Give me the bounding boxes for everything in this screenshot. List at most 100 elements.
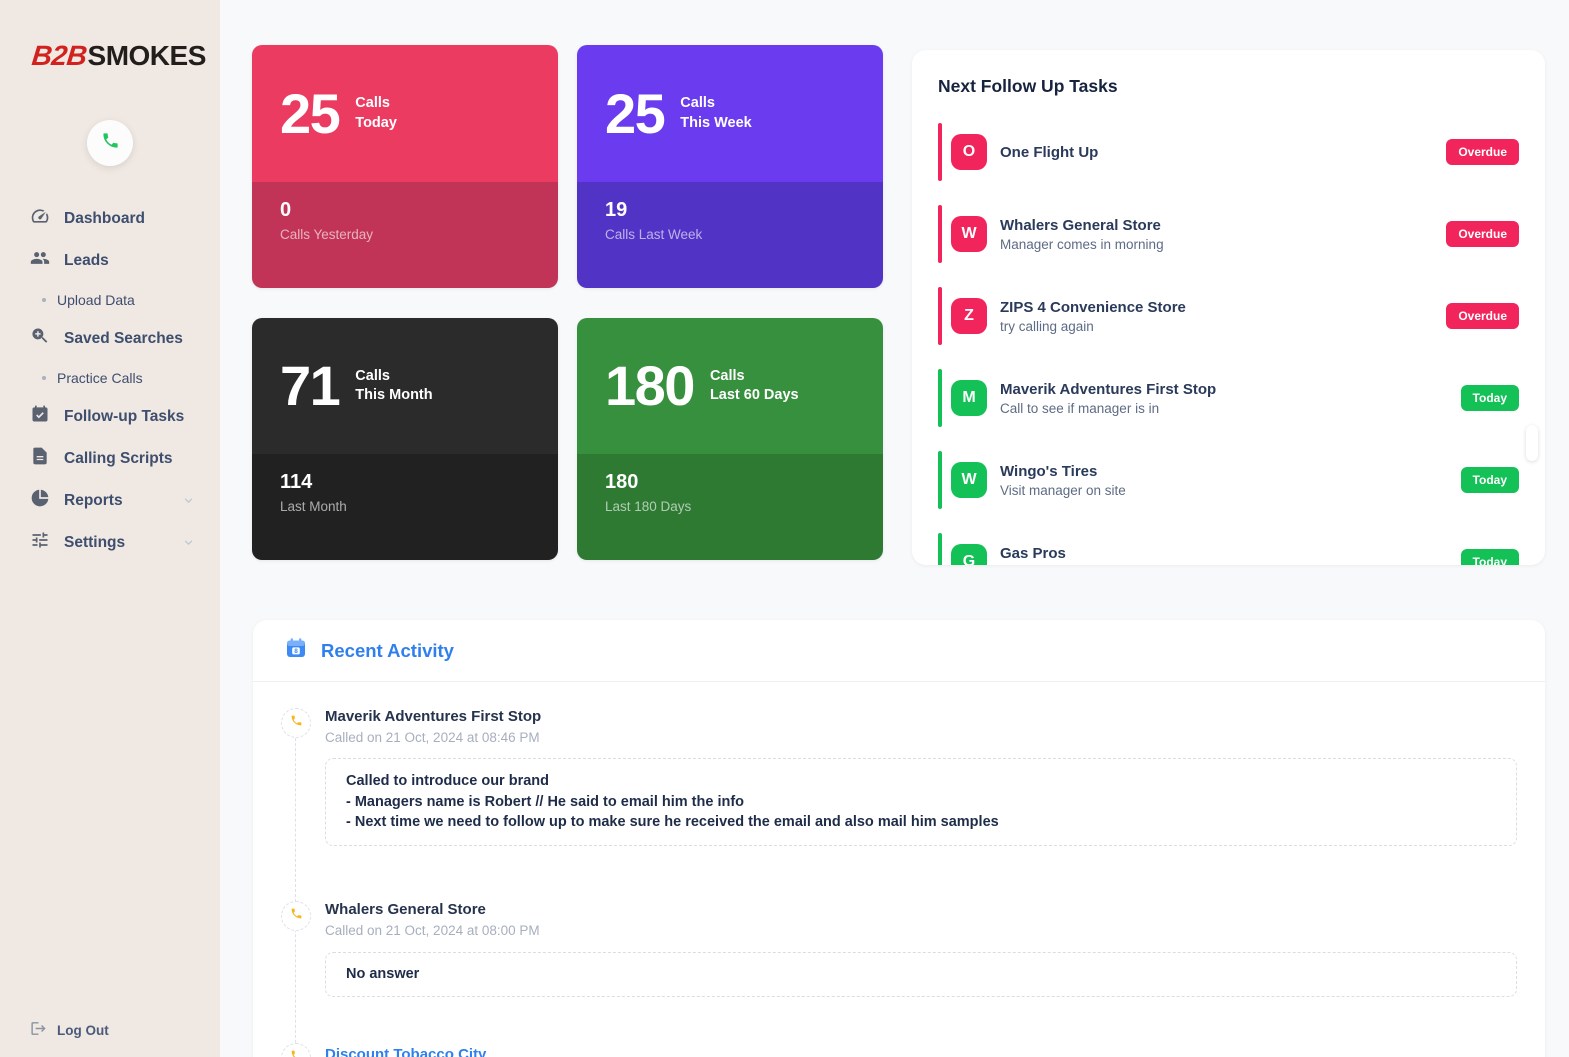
task-status-bar <box>938 533 942 565</box>
brand-logo-name: SMOKES <box>87 40 207 71</box>
stat-label-line1: Calls <box>680 95 715 111</box>
task-name: ZIPS 4 Convenience Store <box>1000 298 1186 316</box>
stat-label-line1: Calls <box>709 367 745 384</box>
chevron-down-icon[interactable] <box>181 535 196 550</box>
sidebar-item-calling-scripts[interactable]: Calling Scripts <box>0 444 220 473</box>
recent-activity-header: 8 Recent Activity <box>253 620 1545 682</box>
sidebar-item-label: Settings <box>64 533 126 551</box>
tasks-scrollbar-thumb[interactable] <box>1526 425 1538 461</box>
stat-card-bottom: 0 Calls Yesterday <box>252 182 558 288</box>
sidebar-item-reports[interactable]: Reports <box>0 486 220 515</box>
phone-icon <box>290 907 303 925</box>
activity-note-box: Called to introduce our brand - Managers… <box>325 758 1517 847</box>
activity-phone-badge <box>281 1043 311 1057</box>
task-name: Whalers General Store <box>1000 216 1161 234</box>
phone-icon <box>290 1049 303 1057</box>
calendar-check-icon <box>30 404 50 429</box>
calendar-icon: 8 <box>284 636 308 665</box>
sidebar-item-followup-tasks[interactable]: Follow-up Tasks <box>0 402 220 431</box>
stat-label-line1: Calls <box>355 367 390 384</box>
activity-entry-name[interactable]: Maverik Adventures First Stop <box>325 708 542 725</box>
sidebar-item-saved-searches[interactable]: Saved Searches <box>0 324 220 353</box>
stat-card-bottom: 114 Last Month <box>252 454 558 560</box>
task-status-bar <box>938 287 942 345</box>
stat-card-calls-this-week: 25 Calls This Week 19 Calls Last Week <box>577 45 883 288</box>
bullet-dot <box>42 375 46 380</box>
stat-label-line2: Today <box>355 114 397 131</box>
stat-card-top: 25 Calls This Week <box>577 45 883 182</box>
logout-label: Log Out <box>57 1022 109 1038</box>
status-badge: Today <box>1460 549 1519 565</box>
sidebar-item-settings[interactable]: Settings <box>0 528 220 557</box>
activity-entry-timestamp: Called on 21 Oct, 2024 at 08:46 PM <box>325 730 540 745</box>
brand-logo: B2BSMOKES <box>30 40 207 72</box>
task-name: Wingo's Tires <box>1000 462 1098 480</box>
task-info: Gas Pros See if delivery received <box>1000 545 1461 566</box>
sidebar-item-dashboard[interactable]: Dashboard <box>0 204 220 233</box>
task-row[interactable]: O One Flight Up Overdue <box>912 111 1545 193</box>
task-info: ZIPS 4 Convenience Store try calling aga… <box>1000 299 1446 334</box>
note-line: - Next time we need to follow up to make… <box>346 814 999 831</box>
stat-card-top: 180 Calls Last 60 Days <box>577 318 883 454</box>
task-name: Gas Pros <box>1000 544 1066 562</box>
chevron-down-icon[interactable] <box>181 493 196 508</box>
tasks-panel-title: Next Follow Up Tasks <box>938 76 1118 96</box>
status-badge: Today <box>1460 385 1519 411</box>
status-badge: Today <box>1460 467 1519 493</box>
task-name: One Flight Up <box>1000 143 1099 161</box>
task-name: Maverik Adventures First Stop <box>1000 380 1217 398</box>
avatar: W <box>951 462 987 498</box>
activity-phone-badge <box>281 708 311 738</box>
status-badge: Overdue <box>1446 139 1519 165</box>
stat-sub-value: 180 <box>605 471 639 493</box>
stat-card-bottom: 19 Calls Last Week <box>577 182 883 288</box>
sidebar-item-label: Saved Searches <box>64 329 183 347</box>
stat-sub-value: 0 <box>280 199 292 221</box>
logout-button[interactable]: Log Out <box>30 1020 109 1040</box>
phone-icon <box>290 714 303 732</box>
stat-card-calls-this-month: 71 Calls This Month 114 Last Month <box>252 318 558 560</box>
task-row[interactable]: W Whalers General Store Manager comes in… <box>912 193 1545 275</box>
task-note: Manager comes in morning <box>1000 236 1164 252</box>
task-note: Visit manager on site <box>1000 482 1126 498</box>
avatar: O <box>951 134 987 170</box>
sidebar-item-upload-data[interactable]: Upload Data <box>0 288 220 311</box>
task-row[interactable]: G Gas Pros See if delivery received Toda… <box>912 521 1545 565</box>
activity-entry-name[interactable]: Discount Tobacco City <box>325 1046 487 1057</box>
brand-logo-red: B2B <box>30 40 89 71</box>
task-row[interactable]: M Maverik Adventures First Stop Call to … <box>912 357 1545 439</box>
activity-entry-timestamp: Called on 21 Oct, 2024 at 08:00 PM <box>325 923 540 938</box>
task-status-bar <box>938 123 942 181</box>
dialer-button[interactable] <box>87 120 133 166</box>
search-icon <box>30 326 50 351</box>
avatar: W <box>951 216 987 252</box>
sidebar-item-practice-calls[interactable]: Practice Calls <box>0 366 220 389</box>
task-note: try calling again <box>1000 318 1094 334</box>
leads-icon <box>30 248 50 273</box>
stat-value: 71 <box>280 354 341 417</box>
task-row[interactable]: W Wingo's Tires Visit manager on site To… <box>912 439 1545 521</box>
task-info: Maverik Adventures First Stop Call to se… <box>1000 381 1461 416</box>
stat-card-calls-today: 25 Calls Today 0 Calls Yesterday <box>252 45 558 288</box>
sidebar-item-label: Dashboard <box>64 209 145 227</box>
stat-value: 25 <box>280 81 341 145</box>
sliders-icon <box>30 530 50 555</box>
sidebar-item-leads[interactable]: Leads <box>0 246 220 275</box>
recent-activity-panel: 8 Recent Activity Maverik Adventures Fir… <box>253 620 1545 1057</box>
logout-icon <box>30 1020 47 1040</box>
task-row[interactable]: Z ZIPS 4 Convenience Store try calling a… <box>912 275 1545 357</box>
stat-label: Calls This Month <box>355 367 432 406</box>
sidebar-item-label: Follow-up Tasks <box>64 407 185 425</box>
stat-card-top: 71 Calls This Month <box>252 318 558 454</box>
timeline-connector <box>295 723 296 1057</box>
stat-value: 25 <box>605 81 666 145</box>
sidebar-item-label: Calling Scripts <box>64 449 173 467</box>
stat-sub-value: 114 <box>280 471 313 493</box>
activity-entry-name[interactable]: Whalers General Store <box>325 901 486 918</box>
phone-icon <box>101 131 120 155</box>
activity-phone-badge <box>281 901 311 931</box>
stat-label: Calls This Week <box>680 94 751 133</box>
note-line: - Managers name is Robert // He said to … <box>346 793 745 810</box>
sidebar-item-label: Reports <box>64 491 123 509</box>
stat-sub-label: Calls Yesterday <box>280 227 374 242</box>
